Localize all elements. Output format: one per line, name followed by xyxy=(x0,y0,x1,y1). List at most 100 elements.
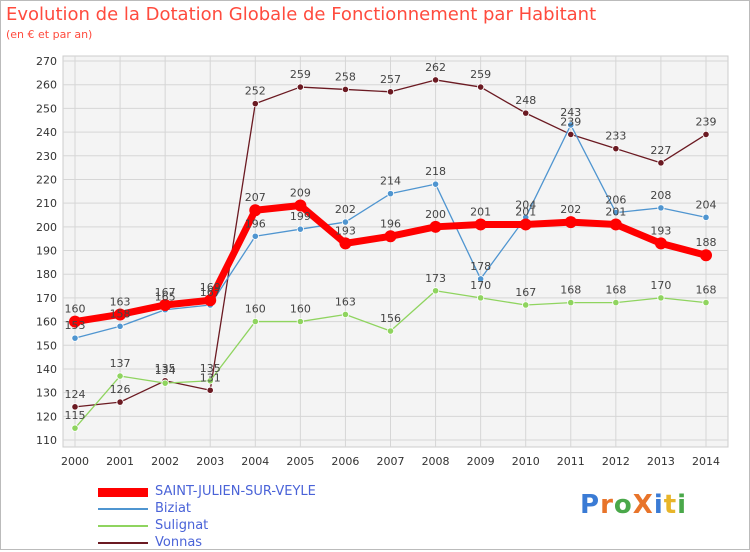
data-label: 227 xyxy=(650,144,671,157)
data-point xyxy=(296,225,304,233)
data-label: 158 xyxy=(110,307,131,320)
data-point xyxy=(567,130,575,139)
data-point xyxy=(700,249,712,262)
data-point xyxy=(159,298,172,311)
data-label: 201 xyxy=(515,205,536,218)
y-tick-label: 260 xyxy=(36,79,57,92)
logo-letter: P xyxy=(580,490,601,520)
data-point xyxy=(612,209,620,217)
x-tick-label: 2005 xyxy=(286,455,314,468)
data-label: 201 xyxy=(470,205,491,218)
data-point xyxy=(522,109,530,117)
data-point xyxy=(161,379,169,387)
data-label: 126 xyxy=(110,383,131,396)
data-point xyxy=(296,317,304,326)
data-point xyxy=(567,121,575,129)
data-label: 239 xyxy=(696,115,717,128)
data-label: 170 xyxy=(650,279,671,292)
data-point xyxy=(116,322,124,330)
data-label: 135 xyxy=(200,362,221,375)
data-point xyxy=(251,317,259,326)
x-tick-label: 2004 xyxy=(241,455,269,468)
data-label: 167 xyxy=(200,286,221,299)
x-tick-label: 2006 xyxy=(331,455,359,468)
data-label: 178 xyxy=(470,260,491,273)
data-label: 160 xyxy=(290,303,311,316)
data-point xyxy=(116,372,124,380)
data-point xyxy=(657,294,665,302)
x-tick-label: 2003 xyxy=(196,455,224,468)
x-tick-label: 2000 xyxy=(61,455,89,468)
data-label: 252 xyxy=(245,85,266,98)
data-point xyxy=(69,315,81,328)
data-label: 160 xyxy=(245,303,266,316)
data-point xyxy=(296,83,304,91)
data-label: 160 xyxy=(65,303,86,316)
data-point xyxy=(702,130,710,139)
data-label: 153 xyxy=(65,319,86,332)
x-tick-label: 2009 xyxy=(467,455,495,468)
data-label: 257 xyxy=(380,73,401,86)
data-label: 208 xyxy=(650,189,671,202)
chart-subtitle: (en € et par an) xyxy=(6,28,93,41)
data-point xyxy=(431,287,440,295)
x-tick-label: 2013 xyxy=(647,455,675,468)
data-point xyxy=(341,85,350,94)
data-point xyxy=(204,294,217,307)
logo-letter: i xyxy=(677,490,688,520)
y-tick-label: 130 xyxy=(36,387,57,400)
x-tick-label: 2010 xyxy=(512,455,540,468)
data-label: 199 xyxy=(290,210,311,223)
legend-swatch xyxy=(98,542,148,544)
y-tick-label: 110 xyxy=(36,434,57,447)
data-label: 163 xyxy=(110,295,131,308)
data-label: 204 xyxy=(696,198,717,211)
y-tick-label: 210 xyxy=(36,197,57,210)
data-label: 259 xyxy=(470,68,491,81)
data-point xyxy=(564,216,577,229)
legend-label: Vonnas xyxy=(155,535,203,550)
data-point xyxy=(386,190,395,198)
data-label: 168 xyxy=(560,284,581,297)
data-label: 131 xyxy=(200,371,221,384)
legend-label: Sulignat xyxy=(155,518,209,533)
data-point xyxy=(519,218,532,231)
data-label: 258 xyxy=(335,70,356,83)
y-tick-label: 180 xyxy=(36,268,57,281)
data-label: 200 xyxy=(425,208,446,221)
y-tick-label: 120 xyxy=(36,410,57,423)
data-point xyxy=(251,232,259,240)
y-tick-label: 270 xyxy=(36,55,57,68)
data-label: 214 xyxy=(380,175,401,188)
data-label: 239 xyxy=(560,115,581,128)
data-point xyxy=(206,386,214,394)
data-point xyxy=(567,299,575,307)
data-label: 233 xyxy=(605,130,626,143)
y-tick-labels: 110 120 130 140 150 160 170 180 190 200 210 220 230 2… xyxy=(36,55,57,447)
x-tick-label: 2012 xyxy=(602,455,630,468)
legend-swatch xyxy=(98,487,148,497)
data-point xyxy=(114,308,127,321)
y-tick-label: 220 xyxy=(36,173,57,186)
data-point xyxy=(386,327,395,335)
data-label: 193 xyxy=(650,224,671,237)
y-tick-label: 140 xyxy=(36,363,57,376)
proxiti-logo: ProXiti xyxy=(580,490,687,520)
data-label: 134 xyxy=(155,364,176,377)
x-tick-labels: 2000 2001 2002 2003 2004 2005 2006 2007 2008 2009… xyxy=(61,455,720,468)
y-tick-label: 230 xyxy=(36,150,57,163)
data-point xyxy=(386,88,395,96)
data-label: 196 xyxy=(245,217,266,230)
data-point xyxy=(702,299,710,307)
logo-letter: i xyxy=(653,490,664,520)
data-point xyxy=(477,83,485,91)
x-tick-label: 2011 xyxy=(557,455,585,468)
data-label: 170 xyxy=(470,279,491,292)
y-tick-label: 170 xyxy=(36,292,57,305)
x-tick-label: 2007 xyxy=(377,455,405,468)
data-label: 168 xyxy=(696,284,717,297)
data-label: 196 xyxy=(380,217,401,230)
data-label: 259 xyxy=(290,68,311,81)
